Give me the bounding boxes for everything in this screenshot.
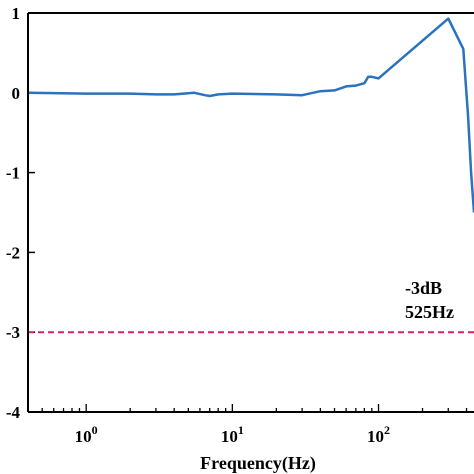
y-tick-label: -4	[6, 403, 21, 422]
ticks-layer: 1 0 -1 -2 -3 -4 100 101 102	[6, 4, 468, 446]
x-tick-label: 102	[367, 423, 390, 446]
y-tick-label: 0	[12, 84, 21, 103]
y-tick-label: -3	[6, 323, 20, 342]
y-tick-label: 1	[12, 4, 21, 23]
annotation-525hz: 525Hz	[405, 302, 454, 322]
y-tick-label: -1	[6, 164, 20, 183]
x-tick-label: 100	[75, 423, 98, 446]
plot-area	[28, 13, 474, 412]
x-axis-label: Frequency(Hz)	[200, 453, 316, 474]
x-tick-label: 101	[221, 423, 244, 446]
y-tick-label: -2	[6, 243, 20, 262]
annotation-minus-3db: -3dB	[405, 278, 442, 298]
series-line	[27, 17, 474, 213]
